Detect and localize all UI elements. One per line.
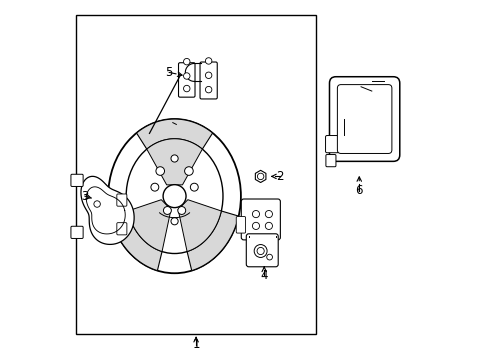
Circle shape: [190, 183, 198, 191]
Polygon shape: [127, 200, 171, 252]
Circle shape: [205, 72, 211, 78]
Circle shape: [171, 155, 178, 162]
Circle shape: [183, 58, 190, 65]
FancyBboxPatch shape: [325, 154, 335, 167]
Text: 3: 3: [81, 190, 88, 203]
Circle shape: [94, 201, 100, 207]
FancyBboxPatch shape: [71, 174, 83, 186]
Circle shape: [265, 222, 272, 229]
Circle shape: [252, 211, 259, 218]
Circle shape: [163, 185, 185, 208]
Circle shape: [183, 73, 190, 79]
Circle shape: [257, 173, 264, 180]
Circle shape: [156, 167, 164, 175]
Circle shape: [178, 207, 185, 215]
Text: 4: 4: [260, 269, 267, 282]
Circle shape: [265, 211, 272, 218]
FancyBboxPatch shape: [325, 135, 338, 153]
FancyBboxPatch shape: [200, 62, 217, 99]
Circle shape: [163, 207, 171, 215]
Polygon shape: [136, 119, 212, 149]
Circle shape: [183, 85, 190, 92]
Circle shape: [254, 244, 266, 257]
FancyBboxPatch shape: [117, 194, 126, 206]
FancyBboxPatch shape: [178, 63, 195, 97]
FancyBboxPatch shape: [236, 217, 245, 233]
Circle shape: [257, 247, 264, 255]
Text: 6: 6: [355, 184, 362, 197]
Polygon shape: [146, 139, 202, 185]
Circle shape: [205, 58, 211, 64]
FancyBboxPatch shape: [117, 223, 126, 235]
Polygon shape: [187, 211, 238, 271]
Circle shape: [266, 254, 272, 260]
Ellipse shape: [126, 139, 223, 253]
Text: 5: 5: [165, 66, 173, 79]
FancyBboxPatch shape: [329, 77, 399, 161]
FancyBboxPatch shape: [337, 85, 391, 153]
Polygon shape: [110, 211, 162, 271]
Polygon shape: [178, 200, 221, 252]
Text: 1: 1: [192, 338, 200, 351]
Circle shape: [184, 167, 193, 175]
FancyBboxPatch shape: [241, 199, 280, 240]
FancyBboxPatch shape: [71, 226, 83, 238]
Text: 2: 2: [276, 170, 284, 183]
Polygon shape: [81, 176, 134, 244]
Circle shape: [171, 218, 178, 225]
Bar: [76, 15, 316, 334]
Circle shape: [151, 183, 159, 191]
Circle shape: [252, 222, 259, 229]
Polygon shape: [255, 170, 265, 183]
Ellipse shape: [108, 119, 241, 273]
FancyBboxPatch shape: [246, 234, 278, 267]
Circle shape: [205, 86, 211, 93]
